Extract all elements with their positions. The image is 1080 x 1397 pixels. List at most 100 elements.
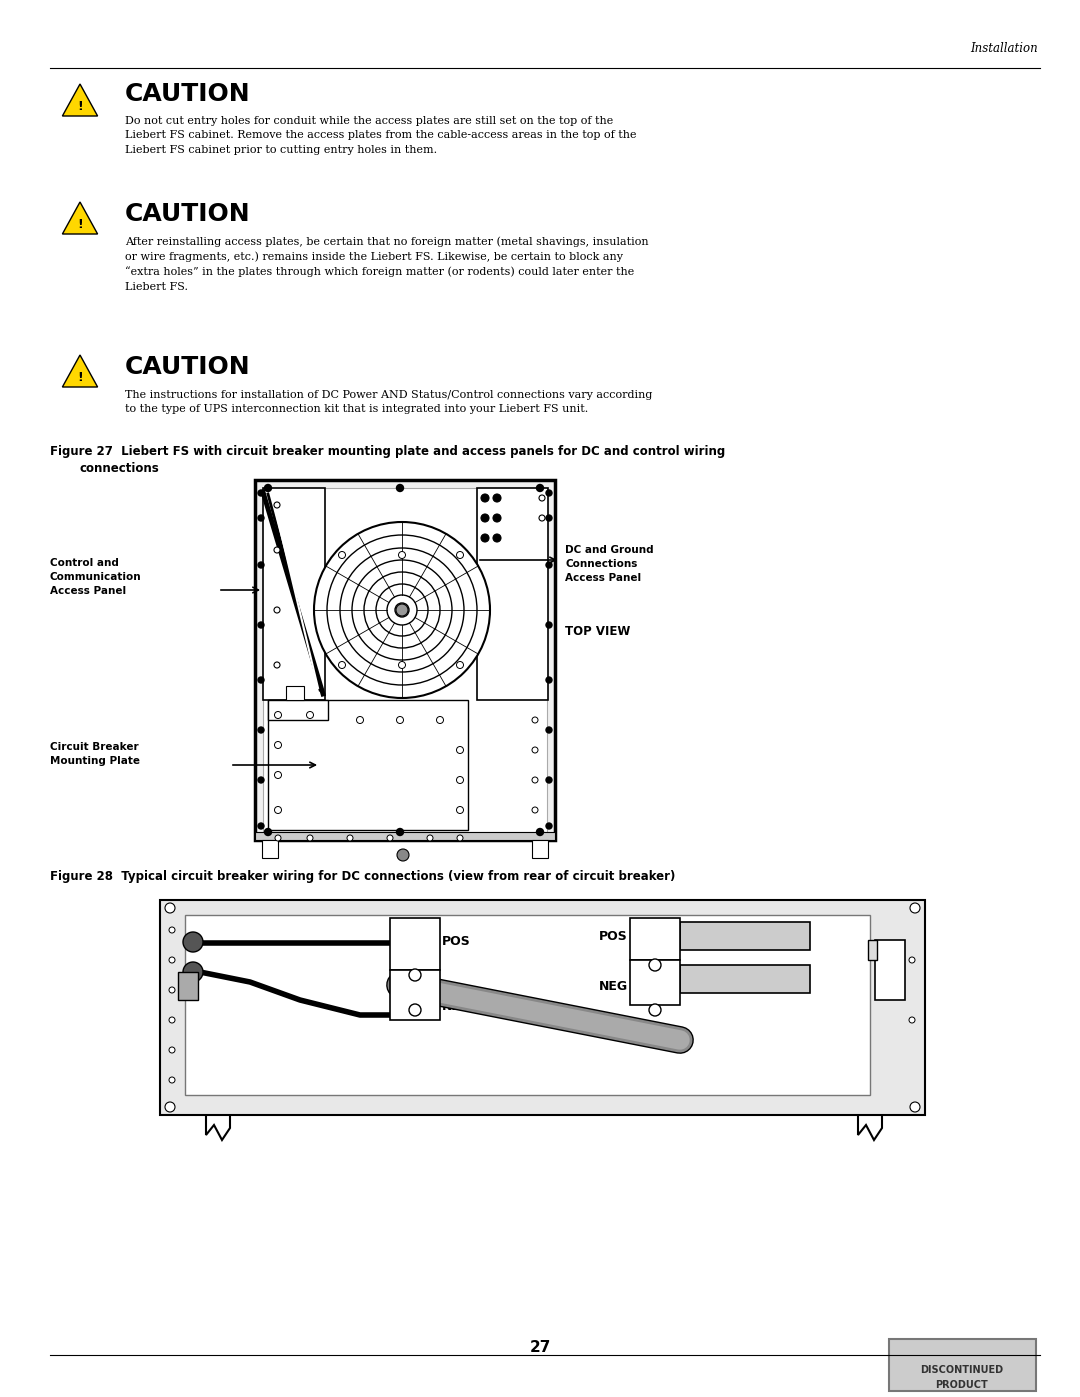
Circle shape [457, 746, 463, 753]
Circle shape [274, 711, 282, 718]
Text: Circuit Breaker
Mounting Plate: Circuit Breaker Mounting Plate [50, 742, 140, 766]
Circle shape [436, 717, 444, 724]
Bar [390, 970, 440, 1020]
Circle shape [546, 726, 552, 733]
Circle shape [258, 726, 264, 733]
Bar [680, 965, 810, 993]
Circle shape [546, 777, 552, 782]
Circle shape [427, 835, 433, 841]
Text: Installation: Installation [970, 42, 1038, 54]
Circle shape [537, 828, 543, 835]
Text: NEG: NEG [599, 981, 627, 993]
Circle shape [352, 560, 453, 659]
Circle shape [396, 604, 408, 616]
Circle shape [909, 957, 915, 963]
Polygon shape [63, 84, 97, 116]
Circle shape [492, 534, 501, 542]
Bar [178, 972, 198, 1000]
Bar [868, 940, 877, 960]
Circle shape [165, 902, 175, 914]
Text: POS: POS [442, 935, 471, 949]
Circle shape [387, 835, 393, 841]
Circle shape [481, 495, 489, 502]
Circle shape [376, 584, 428, 636]
Circle shape [314, 522, 490, 698]
Circle shape [910, 1102, 920, 1112]
Circle shape [539, 495, 545, 502]
Circle shape [396, 485, 404, 492]
Bar [268, 700, 328, 719]
Circle shape [338, 662, 346, 669]
Circle shape [546, 515, 552, 521]
Text: !: ! [77, 101, 83, 113]
Circle shape [387, 595, 417, 624]
Circle shape [399, 662, 405, 669]
Circle shape [265, 828, 271, 835]
Text: TOP VIEW: TOP VIEW [565, 624, 631, 638]
Bar [630, 918, 680, 960]
Circle shape [265, 485, 271, 492]
Text: 27: 27 [529, 1340, 551, 1355]
Circle shape [457, 552, 463, 559]
Circle shape [546, 562, 552, 569]
Circle shape [258, 490, 264, 496]
Circle shape [396, 717, 404, 724]
Bar [255, 481, 555, 840]
Circle shape [258, 622, 264, 629]
Circle shape [457, 835, 463, 841]
Bar [630, 960, 680, 1004]
Circle shape [364, 571, 440, 648]
Bar [255, 833, 555, 840]
Bar [185, 915, 870, 1095]
Text: CAUTION: CAUTION [125, 82, 251, 106]
Circle shape [340, 548, 464, 672]
Text: DC and Ground
Connections
Access Panel: DC and Ground Connections Access Panel [565, 545, 653, 583]
Circle shape [409, 1004, 421, 1016]
Circle shape [168, 1077, 175, 1083]
Bar [268, 700, 468, 830]
Circle shape [546, 823, 552, 828]
Circle shape [395, 604, 409, 617]
Bar [160, 900, 924, 1115]
Bar [264, 488, 325, 700]
Text: CAUTION: CAUTION [125, 355, 251, 379]
Circle shape [481, 534, 489, 542]
Text: Control and
Communication
Access Panel: Control and Communication Access Panel [50, 557, 141, 597]
Circle shape [492, 514, 501, 522]
Circle shape [168, 1046, 175, 1053]
Circle shape [546, 490, 552, 496]
Circle shape [409, 970, 421, 981]
Polygon shape [63, 355, 97, 387]
Circle shape [168, 988, 175, 993]
Circle shape [356, 717, 364, 724]
Circle shape [532, 807, 538, 813]
Text: !: ! [77, 218, 83, 231]
Circle shape [274, 742, 282, 749]
Circle shape [274, 662, 280, 668]
Text: Figure 27  Liebert FS with circuit breaker mounting plate and access panels for : Figure 27 Liebert FS with circuit breake… [50, 446, 726, 458]
Circle shape [258, 777, 264, 782]
Circle shape [338, 552, 346, 559]
Circle shape [347, 835, 353, 841]
Text: connections: connections [80, 462, 160, 475]
Circle shape [183, 932, 203, 951]
Circle shape [457, 662, 463, 669]
Text: The instructions for installation of DC Power AND Status/Control connections var: The instructions for installation of DC … [125, 390, 652, 415]
Text: DISCONTINUED: DISCONTINUED [920, 1365, 1003, 1375]
Circle shape [532, 777, 538, 782]
Circle shape [649, 958, 661, 971]
Circle shape [258, 823, 264, 828]
Circle shape [546, 622, 552, 629]
Circle shape [274, 608, 280, 613]
Circle shape [165, 1102, 175, 1112]
Circle shape [258, 562, 264, 569]
Text: CAUTION: CAUTION [125, 203, 251, 226]
Circle shape [457, 777, 463, 784]
Bar [264, 488, 546, 833]
Text: POS: POS [599, 930, 627, 943]
Circle shape [649, 1004, 661, 1016]
Text: Figure 28  Typical circuit breaker wiring for DC connections (view from rear of : Figure 28 Typical circuit breaker wiring… [50, 870, 675, 883]
Circle shape [168, 1017, 175, 1023]
Circle shape [481, 514, 489, 522]
Text: NEG: NEG [442, 1000, 471, 1013]
